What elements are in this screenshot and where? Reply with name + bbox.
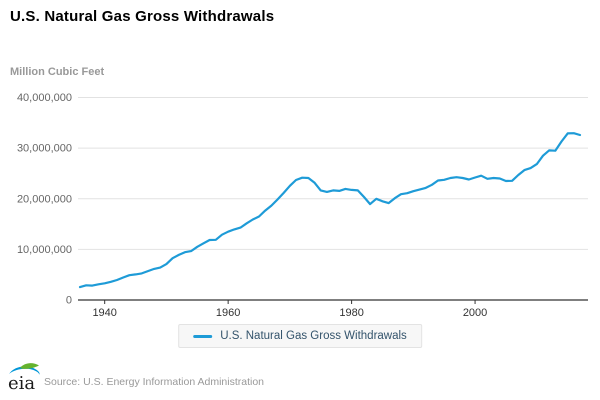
y-tick-label: 40,000,000 [17,92,72,104]
eia-logo-green-leaf [20,363,39,369]
x-tick-label: 1980 [339,307,363,319]
y-tick-label: 0 [66,295,72,307]
x-tick-label: 1940 [92,307,116,319]
y-tick-label: 30,000,000 [17,143,72,155]
legend-label: U.S. Natural Gas Gross Withdrawals [220,330,407,342]
legend[interactable]: U.S. Natural Gas Gross Withdrawals [178,324,422,348]
source-text: Source: U.S. Energy Information Administ… [44,376,265,388]
legend-line-swatch [193,334,213,338]
footer: eia Source: U.S. Energy Information Admi… [0,360,600,400]
y-tick-label: 10,000,000 [17,244,72,256]
chart-title: U.S. Natural Gas Gross Withdrawals [10,8,275,25]
data-line-gross-withdrawals[interactable] [78,132,582,289]
eia-logo: eia [8,363,40,394]
line-chart-plot-area[interactable]: 0 10,000,000 20,000,000 30,000,000 40,000,00… [0,0,600,320]
eia-logo-blue-arc [9,366,40,375]
x-tick-label: 2000 [463,307,487,319]
x-tick-label: 1960 [216,307,240,319]
eia-logo-text: eia [8,373,35,394]
y-tick-label: 20,000,000 [17,193,72,205]
y-axis-unit-label: Million Cubic Feet [10,66,105,78]
